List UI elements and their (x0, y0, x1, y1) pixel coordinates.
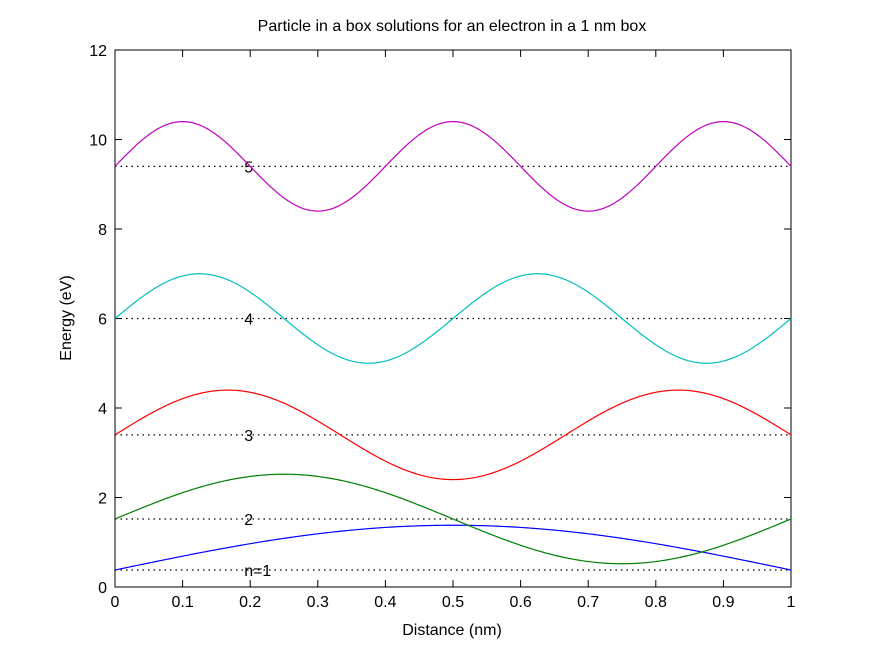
y-tick-label: 8 (98, 222, 107, 239)
energy-level-label: 2 (244, 512, 253, 529)
x-tick-label: 0.2 (239, 594, 261, 611)
y-tick-label: 4 (98, 401, 107, 418)
x-tick-label: 1 (787, 594, 796, 611)
y-tick-label: 0 (98, 580, 107, 597)
y-axis-label: Energy (eV) (58, 275, 75, 360)
x-tick-label: 0.9 (712, 594, 734, 611)
wavefunction-line-n4 (114, 273, 792, 364)
wavefunction-line-n1 (114, 524, 792, 571)
x-tick-label: 0.3 (307, 594, 329, 611)
y-tick-label: 10 (89, 133, 107, 150)
wavefunction-line-n3 (114, 389, 792, 481)
x-tick-label: 0.4 (374, 594, 396, 611)
x-tick-label: 0.1 (171, 594, 193, 611)
chart-title: Particle in a box solutions for an elect… (258, 18, 647, 35)
x-tick-label: 0 (111, 594, 120, 611)
y-tick-label: 2 (98, 491, 107, 508)
energy-level-label: 5 (244, 159, 253, 176)
x-tick-label: 0.6 (509, 594, 531, 611)
x-tick-label: 0.8 (645, 594, 667, 611)
y-tick-label: 12 (89, 43, 107, 60)
energy-level-label: 4 (244, 312, 253, 329)
x-axis-label: Distance (nm) (402, 622, 502, 639)
x-tick-label: 0.7 (577, 594, 599, 611)
plot-area: 0 0.1 0.2 0.3 0.4 0.5 0.6 0.7 0.8 0.9 1024681012n=… (89, 43, 795, 611)
wavefunction-line-n2 (114, 473, 792, 565)
y-tick-label: 6 (98, 312, 107, 329)
x-tick-label: 0.5 (442, 594, 464, 611)
energy-level-label: n=1 (244, 563, 271, 580)
energy-level-label: 3 (244, 428, 253, 445)
wavefunction-line-n5 (114, 120, 792, 212)
